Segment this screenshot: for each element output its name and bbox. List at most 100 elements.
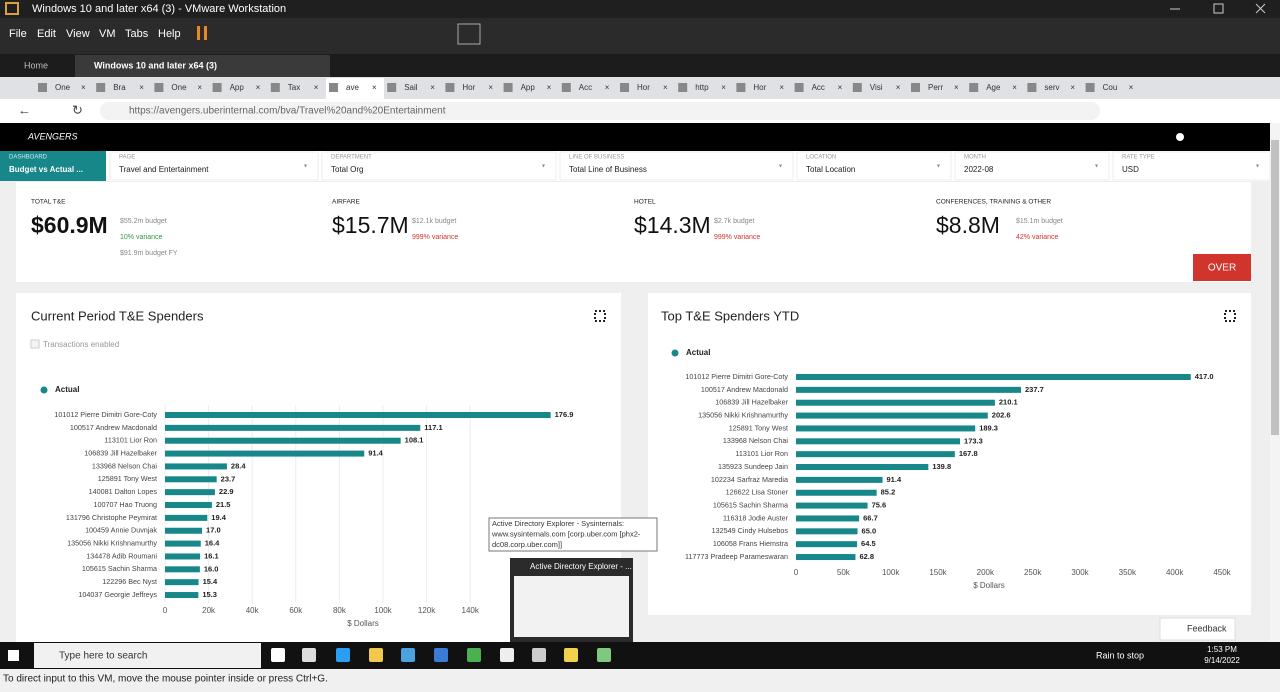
dropdown-caret[interactable]: ▾	[779, 164, 782, 170]
taskbar-app[interactable]	[467, 648, 481, 662]
tab-close[interactable]: ×	[838, 83, 843, 92]
taskbar-app[interactable]	[302, 648, 316, 662]
tab-close[interactable]: ×	[1012, 83, 1017, 92]
tab-favicon[interactable]	[1085, 83, 1095, 92]
filter-value[interactable]: Budget vs Actual ...	[9, 165, 83, 174]
tab-close[interactable]: ×	[372, 83, 377, 92]
taskbar-app[interactable]	[369, 648, 383, 662]
browser-tab[interactable]: One	[55, 83, 71, 92]
browser-tab[interactable]: ave	[346, 83, 359, 92]
tab-close[interactable]: ×	[256, 83, 261, 92]
browser-tab[interactable]: Cou	[1103, 83, 1118, 92]
browser-tab[interactable]: serv	[1044, 83, 1059, 92]
status-icon[interactable]	[1176, 133, 1184, 141]
filter-label[interactable]: RATE TYPE	[1122, 155, 1155, 161]
tab-close[interactable]: ×	[488, 83, 493, 92]
browser-tab[interactable]: Hor	[753, 83, 766, 92]
filter-box[interactable]	[559, 151, 794, 181]
tab-close[interactable]: ×	[605, 83, 610, 92]
tab-close[interactable]: ×	[197, 83, 202, 92]
tab-close[interactable]: ×	[430, 83, 435, 92]
dashboard-selector[interactable]	[0, 151, 106, 181]
filter-value[interactable]: Travel and Entertainment	[119, 165, 209, 174]
dropdown-caret[interactable]: ▾	[542, 164, 545, 170]
menu-icon[interactable]	[1224, 310, 1236, 322]
dropdown-caret[interactable]: ▾	[937, 164, 940, 170]
filter-box[interactable]	[109, 151, 319, 181]
browser-tab[interactable]: Sail	[404, 83, 418, 92]
filter-box[interactable]	[1112, 151, 1271, 181]
checkbox-label[interactable]: Transactions enabled	[43, 340, 119, 349]
taskbar-app[interactable]	[532, 648, 546, 662]
vm-tab[interactable]: Home	[24, 60, 48, 70]
window-controls[interactable]	[1170, 3, 1266, 14]
tab-favicon[interactable]	[852, 83, 862, 92]
browser-tab[interactable]: Hor	[462, 83, 475, 92]
thumbnail-preview[interactable]	[514, 576, 629, 637]
tab-favicon[interactable]	[445, 83, 455, 92]
tab-favicon[interactable]	[620, 83, 629, 92]
filter-value[interactable]: Total Location	[806, 165, 855, 174]
search-placeholder[interactable]: Type here to search	[59, 651, 147, 662]
url[interactable]: https://avengers.uberinternal.com/bva/Tr…	[129, 106, 446, 117]
taskbar-app[interactable]	[401, 648, 415, 662]
dropdown-caret[interactable]: ▾	[1256, 164, 1259, 170]
browser-tab-active[interactable]	[326, 78, 384, 99]
tab-favicon[interactable]	[212, 83, 222, 92]
tab-favicon[interactable]	[329, 83, 338, 92]
taskbar-app[interactable]	[336, 648, 350, 662]
filter-value[interactable]: Total Org	[331, 165, 363, 174]
filter-box[interactable]	[321, 151, 557, 181]
dropdown-caret[interactable]: ▾	[1095, 164, 1098, 170]
browser-tab[interactable]: Perr	[928, 83, 943, 92]
filter-label[interactable]: DASHBOARD	[9, 155, 48, 161]
tab-favicon[interactable]	[154, 83, 164, 92]
tab-close[interactable]: ×	[1070, 83, 1075, 92]
tab-close[interactable]: ×	[896, 83, 901, 92]
taskbar-app[interactable]	[564, 648, 578, 662]
filter-value[interactable]: 2022-08	[964, 165, 994, 174]
weather[interactable]: Rain to stop	[1096, 650, 1144, 660]
tab-favicon[interactable]	[911, 83, 920, 92]
back-button[interactable]: ←	[18, 102, 31, 117]
feedback-label[interactable]: Feedback	[1187, 623, 1227, 633]
menu-item[interactable]: Tabs	[125, 28, 149, 40]
filter-box[interactable]	[954, 151, 1110, 181]
tab-close[interactable]: ×	[954, 83, 959, 92]
filter-label[interactable]: LINE OF BUSINESS	[569, 155, 624, 161]
browser-tab[interactable]: Acc	[812, 83, 825, 92]
browser-tab[interactable]: http	[695, 83, 709, 92]
menu-item[interactable]: Edit	[37, 28, 56, 40]
tab-favicon[interactable]	[1027, 83, 1037, 92]
filter-box[interactable]	[796, 151, 952, 181]
browser-tab[interactable]: Age	[986, 83, 1001, 92]
tab-favicon[interactable]	[270, 83, 280, 92]
browser-tab[interactable]: App	[230, 83, 245, 92]
vm-tab[interactable]: Windows 10 and later x64 (3)	[94, 60, 217, 70]
tab-close[interactable]: ×	[663, 83, 668, 92]
search-box[interactable]	[34, 643, 261, 668]
tab-close[interactable]: ×	[1129, 83, 1134, 92]
clock-date[interactable]: 9/14/2022	[1204, 656, 1240, 665]
filter-label[interactable]: MONTH	[964, 155, 986, 161]
browser-tab[interactable]: One	[171, 83, 187, 92]
browser-tab[interactable]: Tax	[288, 83, 300, 92]
browser-tab[interactable]: Hor	[637, 83, 650, 92]
browser-tab[interactable]: App	[521, 83, 536, 92]
filter-value[interactable]: Total Line of Business	[569, 165, 647, 174]
taskbar-app[interactable]	[271, 648, 285, 662]
vm-tab-active[interactable]	[75, 55, 330, 77]
tab-favicon[interactable]	[561, 83, 571, 92]
scrollbar-thumb[interactable]	[1271, 140, 1279, 435]
browser-tab[interactable]: Bra	[113, 83, 126, 92]
pause-icon[interactable]	[204, 26, 207, 40]
tab-close[interactable]: ×	[547, 83, 552, 92]
thumbnail-title[interactable]: Active Directory Explorer - ...	[530, 562, 632, 571]
filter-label[interactable]: LOCATION	[806, 155, 836, 161]
taskbar-app[interactable]	[597, 648, 611, 662]
url-field[interactable]	[100, 102, 1100, 120]
feedback-button[interactable]	[1159, 617, 1236, 641]
filter-label[interactable]: PAGE	[119, 155, 135, 161]
browser-tab[interactable]: Acc	[579, 83, 592, 92]
taskbar-app[interactable]	[434, 648, 448, 662]
